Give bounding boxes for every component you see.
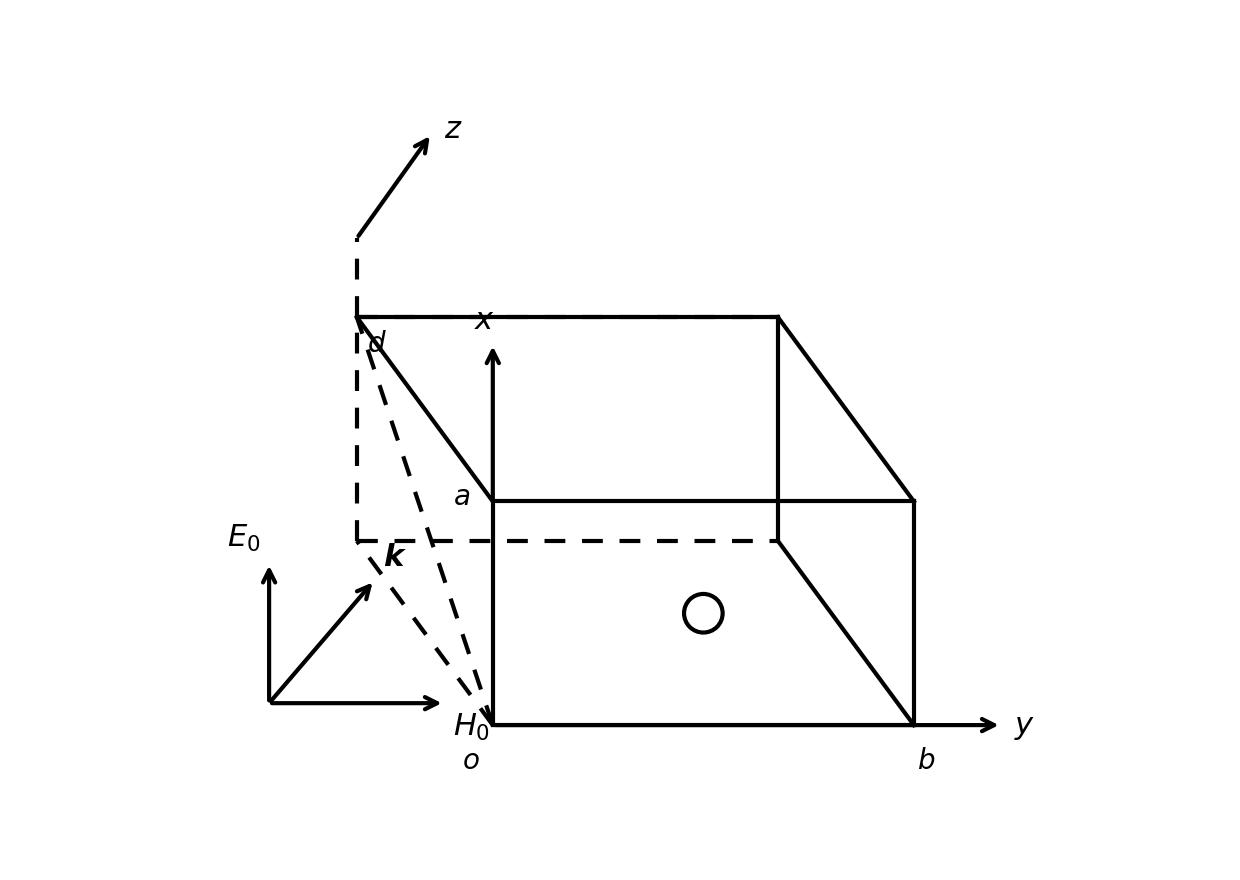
Text: $\boldsymbol{k}$: $\boldsymbol{k}$ (383, 543, 407, 572)
Text: a: a (454, 483, 471, 511)
Text: b: b (919, 747, 936, 775)
Text: $\boldsymbol{E_0}$: $\boldsymbol{E_0}$ (227, 523, 260, 554)
Text: d: d (367, 330, 384, 358)
Text: z: z (445, 115, 460, 144)
Text: x: x (475, 305, 494, 334)
Text: y: y (1014, 710, 1033, 739)
Text: $\boldsymbol{H_0}$: $\boldsymbol{H_0}$ (454, 712, 490, 743)
Text: o: o (463, 747, 480, 775)
